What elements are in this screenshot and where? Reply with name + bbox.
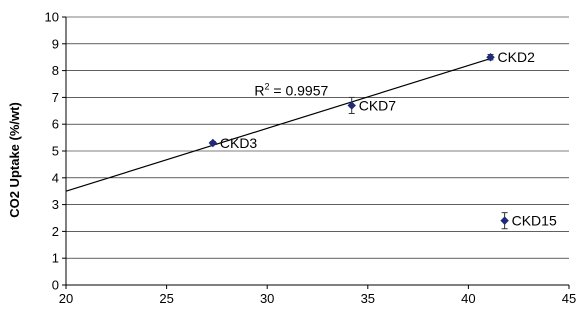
point-label-ckd2: CKD2 bbox=[498, 49, 536, 65]
y-tick-label: 8 bbox=[52, 63, 59, 78]
data-point-ckd2 bbox=[486, 52, 495, 62]
point-label-ckd7: CKD7 bbox=[359, 97, 397, 113]
y-tick-label: 3 bbox=[52, 197, 59, 212]
y-tick-label: 6 bbox=[52, 117, 59, 132]
point-label-ckd3: CKD3 bbox=[220, 135, 258, 151]
y-tick-label: 4 bbox=[52, 170, 59, 185]
y-tick-label: 9 bbox=[52, 36, 59, 51]
y-tick-label: 7 bbox=[52, 90, 59, 105]
trendline-segment bbox=[65, 57, 491, 192]
y-tick-label: 10 bbox=[45, 10, 59, 25]
data-point-ckd7 bbox=[347, 101, 356, 110]
y-tick-label: 5 bbox=[52, 144, 59, 159]
trendline bbox=[65, 57, 491, 192]
x-tick-label: 30 bbox=[260, 291, 274, 306]
x-tick-label: 45 bbox=[562, 291, 576, 306]
x-tick-label: 40 bbox=[461, 291, 475, 306]
x-tick-label: 35 bbox=[361, 291, 375, 306]
x-tick-label: 25 bbox=[159, 291, 173, 306]
x-tick-label: 20 bbox=[59, 291, 73, 306]
y-axis-label: CO2 Uptake (%/wt) bbox=[7, 102, 22, 218]
data-point-ckd3 bbox=[208, 138, 218, 148]
y-tick-label: 1 bbox=[52, 251, 59, 266]
r-squared-annotation: R2 = 0.9957 bbox=[254, 82, 328, 99]
data-points bbox=[208, 52, 509, 230]
point-labels: CKD2 CKD7 CKD3 CKD15 bbox=[220, 49, 557, 228]
y-tick-label: 0 bbox=[52, 278, 59, 293]
gridlines bbox=[66, 16, 569, 259]
data-point-ckd15 bbox=[500, 216, 509, 225]
y-tick-label: 2 bbox=[52, 224, 59, 239]
point-label-ckd15: CKD15 bbox=[512, 213, 557, 229]
